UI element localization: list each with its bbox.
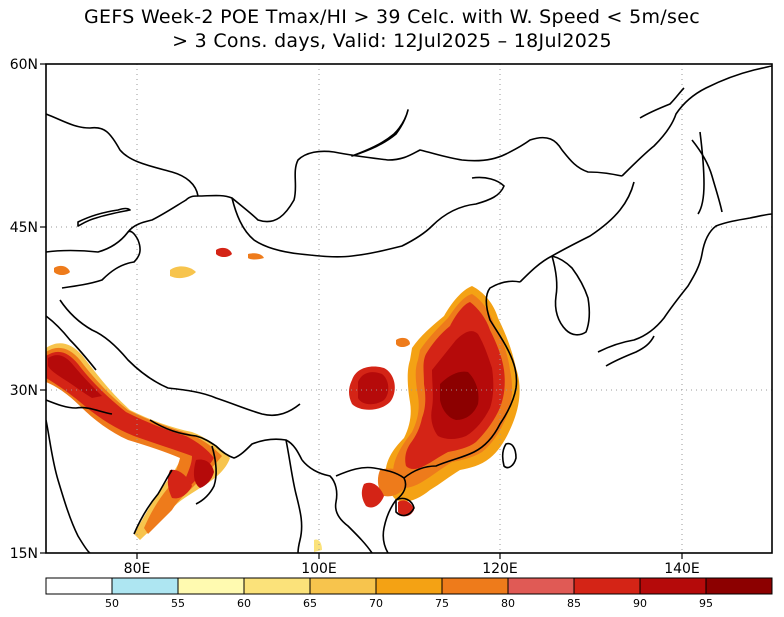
colorbar-swatch (309, 577, 377, 595)
colorbar-swatch (573, 577, 641, 595)
y-tick-label: 30N (10, 383, 38, 399)
y-tick-label: 15N (10, 546, 38, 562)
map-frame (45, 63, 773, 554)
colorbar-label: 80 (501, 597, 515, 610)
colorbar-swatch (111, 577, 179, 595)
colorbar-swatch (45, 577, 113, 595)
colorbar-swatch (441, 577, 509, 595)
probability-shading (46, 247, 520, 552)
colorbar-label: 75 (435, 597, 449, 610)
colorbar-swatch (705, 577, 773, 595)
map-title-line2: > 3 Cons. days, Valid: 12Jul2025 – 18Jul… (172, 30, 612, 52)
colorbar-label: 65 (303, 597, 317, 610)
y-tick-label: 45N (10, 220, 38, 236)
colorbar: 50 55 60 65 70 75 80 85 90 95 (45, 577, 773, 610)
x-tick-label: 120E (482, 561, 518, 577)
colorbar-swatch (177, 577, 245, 595)
x-tick-label: 80E (124, 561, 151, 577)
colorbar-label: 60 (237, 597, 251, 610)
colorbar-swatch (639, 577, 707, 595)
colorbar-label: 70 (369, 597, 383, 610)
colorbar-label: 95 (699, 597, 713, 610)
y-tick-label: 60N (10, 57, 38, 73)
colorbar-label: 85 (567, 597, 581, 610)
colorbar-label: 50 (105, 597, 119, 610)
colorbar-swatch (375, 577, 443, 595)
x-tick-label: 100E (301, 561, 337, 577)
x-tick-label: 140E (664, 561, 700, 577)
colorbar-swatch (507, 577, 575, 595)
map-title-line1: GEFS Week-2 POE Tmax/HI > 39 Celc. with … (84, 6, 700, 28)
colorbar-swatch (243, 577, 311, 595)
grid-lines (46, 64, 772, 553)
colorbar-label: 90 (633, 597, 647, 610)
country-boundaries (46, 65, 772, 553)
colorbar-label: 55 (171, 597, 185, 610)
axis-ticks (40, 63, 683, 559)
